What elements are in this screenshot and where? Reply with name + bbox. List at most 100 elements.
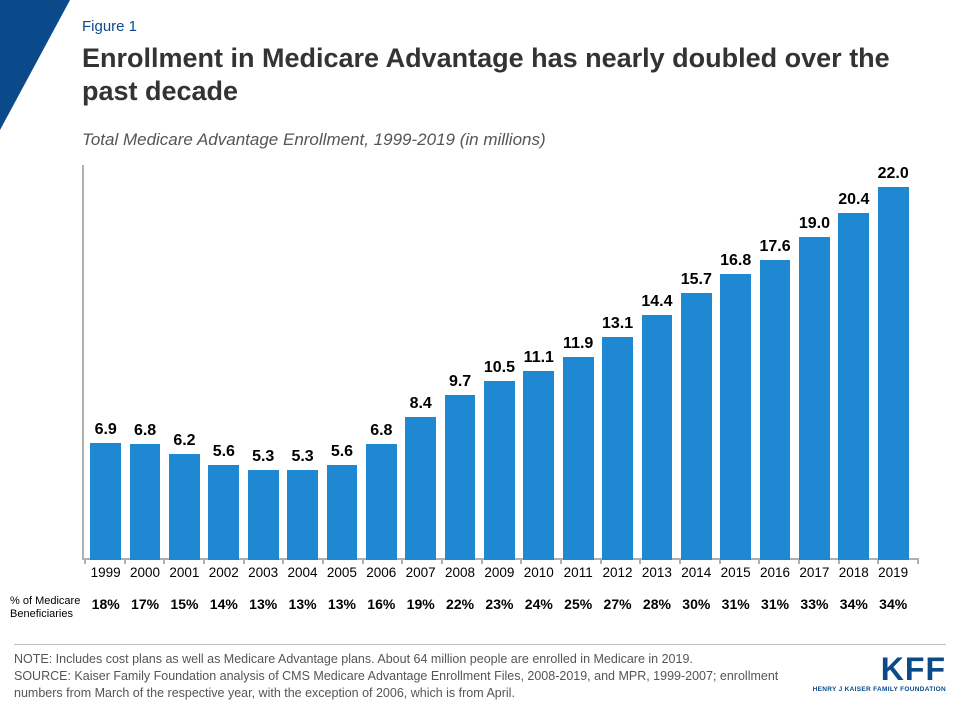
year-label: 2017 xyxy=(795,565,834,580)
bar xyxy=(799,237,830,560)
bars-container: 6.96.86.25.65.35.35.66.88.49.710.511.111… xyxy=(82,165,917,560)
bar-col: 6.9 xyxy=(86,165,125,560)
year-label: 2001 xyxy=(165,565,204,580)
page: Figure 1 Enrollment in Medicare Advantag… xyxy=(0,0,960,720)
pct-label: 15% xyxy=(165,596,204,612)
logo-main: KFF xyxy=(813,655,946,684)
bar-col: 10.5 xyxy=(480,165,519,560)
year-label: 2009 xyxy=(480,565,519,580)
pct-label: 14% xyxy=(204,596,243,612)
bar xyxy=(642,315,673,560)
bar-value-label: 6.8 xyxy=(370,422,392,440)
bar xyxy=(602,337,633,560)
year-label: 2016 xyxy=(755,565,794,580)
pct-label: 16% xyxy=(362,596,401,612)
logo-sub: HENRY J KAISER FAMILY FOUNDATION xyxy=(813,686,946,693)
bar xyxy=(523,371,554,560)
pct-label: 31% xyxy=(716,596,755,612)
pct-label: 34% xyxy=(874,596,913,612)
bar-value-label: 8.4 xyxy=(410,395,432,413)
bar-value-label: 19.0 xyxy=(799,215,830,233)
bar-chart: 6.96.86.25.65.35.35.66.88.49.710.511.111… xyxy=(82,165,917,560)
pct-label: 13% xyxy=(322,596,361,612)
year-label: 2005 xyxy=(322,565,361,580)
bar xyxy=(838,213,869,560)
bar-col: 5.6 xyxy=(322,165,361,560)
pct-heading: % of Medicare Beneficiaries xyxy=(10,595,82,621)
bar-value-label: 15.7 xyxy=(681,271,712,289)
bar xyxy=(445,395,476,560)
bar-value-label: 6.9 xyxy=(95,421,117,439)
year-label: 2018 xyxy=(834,565,873,580)
bar-col: 14.4 xyxy=(637,165,676,560)
pct-label: 23% xyxy=(480,596,519,612)
footnote-note: NOTE: Includes cost plans as well as Med… xyxy=(14,651,814,668)
chart-subtitle: Total Medicare Advantage Enrollment, 199… xyxy=(82,130,546,150)
bar-value-label: 17.6 xyxy=(759,238,790,256)
pct-label: 31% xyxy=(755,596,794,612)
year-label: 2003 xyxy=(244,565,283,580)
pct-label: 30% xyxy=(677,596,716,612)
bar xyxy=(878,187,909,560)
bar xyxy=(327,465,358,560)
pct-label: 24% xyxy=(519,596,558,612)
bar xyxy=(169,454,200,560)
pct-label: 33% xyxy=(795,596,834,612)
pct-label: 27% xyxy=(598,596,637,612)
bar xyxy=(248,470,279,560)
bar-col: 6.8 xyxy=(362,165,401,560)
bar-value-label: 11.9 xyxy=(563,335,593,353)
bar-value-label: 6.2 xyxy=(173,432,195,450)
bar-value-label: 22.0 xyxy=(878,165,909,183)
bar-col: 22.0 xyxy=(874,165,913,560)
bar-col: 16.8 xyxy=(716,165,755,560)
bar xyxy=(130,444,161,560)
bar-col: 6.8 xyxy=(125,165,164,560)
year-label: 2008 xyxy=(440,565,479,580)
kff-logo: KFF HENRY J KAISER FAMILY FOUNDATION xyxy=(813,655,946,693)
year-label: 2019 xyxy=(874,565,913,580)
bar-value-label: 20.4 xyxy=(838,191,869,209)
bar xyxy=(760,260,791,560)
bar-col: 15.7 xyxy=(677,165,716,560)
bar-value-label: 9.7 xyxy=(449,373,471,391)
year-label: 2007 xyxy=(401,565,440,580)
pct-label: 13% xyxy=(244,596,283,612)
pct-label: 13% xyxy=(283,596,322,612)
bar-col: 11.1 xyxy=(519,165,558,560)
bar-col: 19.0 xyxy=(795,165,834,560)
year-label: 2012 xyxy=(598,565,637,580)
bar xyxy=(90,443,121,560)
x-axis-labels: 1999200020012002200320042005200620072008… xyxy=(82,565,917,580)
axis-tick xyxy=(917,558,919,564)
bar xyxy=(405,417,436,560)
pct-label: 18% xyxy=(86,596,125,612)
pct-label: 19% xyxy=(401,596,440,612)
bar xyxy=(366,444,397,560)
corner-accent xyxy=(0,0,70,130)
bar-value-label: 6.8 xyxy=(134,422,156,440)
year-label: 2004 xyxy=(283,565,322,580)
bar-value-label: 5.3 xyxy=(252,448,274,466)
bar-value-label: 11.1 xyxy=(524,349,554,367)
bar-col: 20.4 xyxy=(834,165,873,560)
pct-label: 34% xyxy=(834,596,873,612)
year-label: 2006 xyxy=(362,565,401,580)
bar-col: 9.7 xyxy=(440,165,479,560)
footnote-source: SOURCE: Kaiser Family Foundation analysi… xyxy=(14,668,814,702)
chart-title: Enrollment in Medicare Advantage has nea… xyxy=(82,42,920,108)
year-label: 2014 xyxy=(677,565,716,580)
bar-col: 13.1 xyxy=(598,165,637,560)
bar-col: 5.6 xyxy=(204,165,243,560)
figure-label: Figure 1 xyxy=(82,18,137,35)
year-label: 2010 xyxy=(519,565,558,580)
bar xyxy=(563,357,594,560)
bar xyxy=(208,465,239,560)
footer: NOTE: Includes cost plans as well as Med… xyxy=(14,644,946,720)
pct-label: 25% xyxy=(559,596,598,612)
pct-label: 22% xyxy=(440,596,479,612)
pct-label: 17% xyxy=(125,596,164,612)
bar-col: 5.3 xyxy=(244,165,283,560)
year-label: 2015 xyxy=(716,565,755,580)
bar xyxy=(287,470,318,560)
